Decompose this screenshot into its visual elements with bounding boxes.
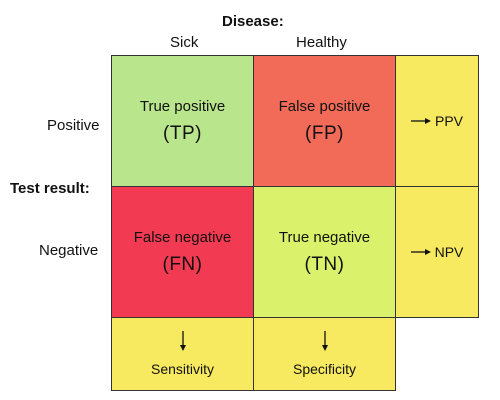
arrow-down-icon: [321, 331, 328, 351]
cell-false-negative: False negative (FN): [111, 186, 254, 318]
ppv-box: PPV: [395, 55, 479, 187]
npv-box: NPV: [395, 186, 479, 318]
arrow-right-icon: [410, 118, 431, 124]
ppv-label: PPV: [434, 113, 463, 129]
cell-label: True positive: [139, 97, 226, 115]
disease-heading: Disease:: [222, 13, 284, 30]
cell-false-positive: False positive (FP): [253, 55, 396, 187]
specificity-box: Specificity: [253, 317, 396, 391]
cell-abbreviation: (FP): [305, 122, 344, 144]
cell-true-negative: True negative (TN): [253, 186, 396, 318]
cell-abbreviation: (FN): [162, 253, 203, 275]
arrow-down-icon: [179, 331, 186, 351]
cell-true-positive: True positive (TP): [111, 55, 254, 187]
sensitivity-label: Sensitivity: [150, 361, 215, 377]
cell-label: False negative: [133, 228, 232, 246]
test-result-heading: Test result:: [10, 180, 90, 197]
arrow-right-icon: [410, 249, 431, 255]
column-label-healthy: Healthy: [296, 34, 347, 51]
cell-label: True negative: [278, 228, 371, 246]
row-label-positive: Positive: [47, 117, 100, 134]
specificity-label: Specificity: [292, 361, 357, 377]
cell-abbreviation: (TP): [163, 122, 202, 144]
cell-label: False positive: [278, 97, 371, 115]
cell-abbreviation: (TN): [304, 253, 345, 275]
column-label-sick: Sick: [170, 34, 199, 51]
row-label-negative: Negative: [39, 242, 99, 259]
sensitivity-box: Sensitivity: [111, 317, 254, 391]
npv-label: NPV: [434, 244, 464, 260]
